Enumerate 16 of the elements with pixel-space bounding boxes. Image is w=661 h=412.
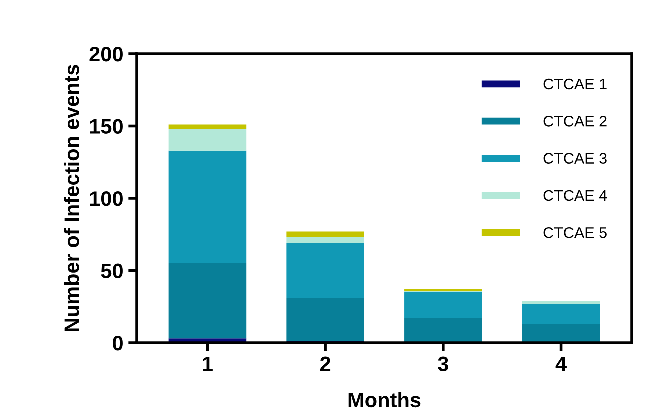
y-axis-title: Number of Infection events [64, 65, 80, 332]
y-tick-label: 150 [90, 119, 123, 134]
y-tick-label: 0 [113, 336, 123, 351]
x-tick-label: 3 [438, 356, 448, 372]
legend-label: CTCAE 3 [544, 153, 607, 164]
x-tick-label: 2 [320, 356, 331, 372]
legend-label: CTCAE 2 [544, 116, 607, 127]
legend-label: CTCAE 5 [544, 227, 607, 238]
y-tick-label: 200 [90, 47, 123, 62]
legend-label: CTCAE 4 [544, 190, 608, 202]
legend-label: CTCAE 1 [544, 78, 607, 90]
x-tick-label: 1 [203, 356, 213, 372]
y-tick-label: 50 [101, 264, 123, 279]
x-tick-label: 4 [556, 356, 567, 372]
y-tick-label: 100 [90, 192, 123, 206]
x-axis-title: Months [348, 392, 421, 408]
